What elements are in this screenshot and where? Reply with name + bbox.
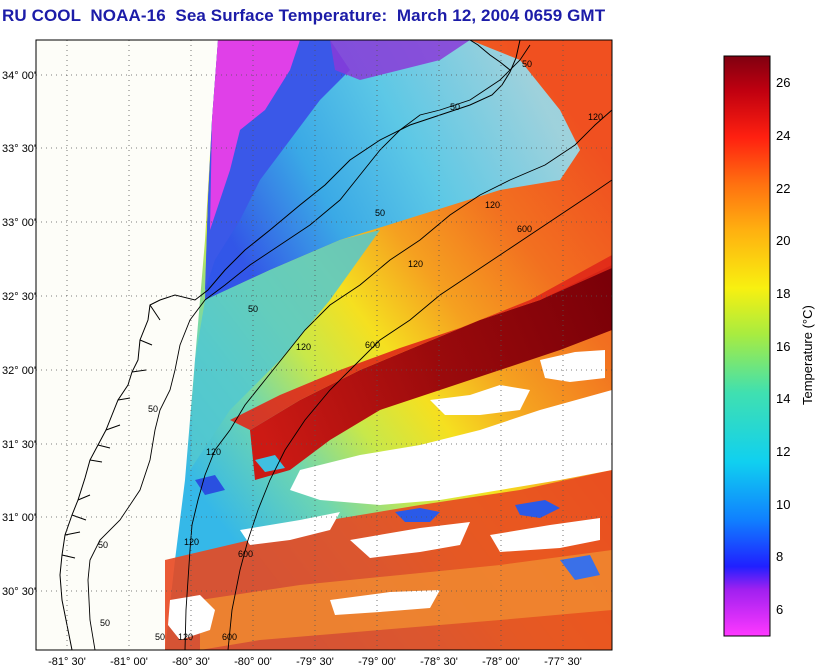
lon-label: -80° 00'	[234, 656, 272, 668]
contour-label: 50	[98, 540, 108, 550]
coastline-inlets	[61, 304, 161, 559]
contour-label: 50	[100, 618, 110, 628]
lat-label: 32° 30'	[2, 291, 36, 303]
cold-pixels-3	[195, 475, 225, 495]
cold-pixels-1	[395, 508, 440, 522]
lat-label: 33° 30'	[2, 143, 36, 155]
contour-label: 50	[148, 404, 158, 414]
coldest-inshore	[210, 40, 300, 230]
contour-label: 600	[365, 340, 380, 350]
contour-label: 50	[522, 59, 532, 69]
gulf-stream	[250, 265, 612, 480]
contour-120m	[184, 109, 612, 650]
contour-label: 120	[184, 537, 199, 547]
map-title: RU COOL NOAA-16 Sea Surface Temperature:…	[2, 6, 606, 25]
lon-label: -77° 30'	[544, 656, 582, 668]
contour-label: 50	[450, 102, 460, 112]
contour-label: 50	[375, 208, 385, 218]
cold-pixels-2	[515, 500, 560, 518]
lat-label: 34° 00'	[2, 70, 36, 82]
lat-label: 30° 30'	[2, 586, 36, 598]
cloud-mask-1	[290, 390, 612, 505]
lon-label: -81° 30'	[48, 656, 86, 668]
lat-label: 31° 30'	[2, 439, 36, 451]
graticule	[36, 40, 612, 650]
longitude-labels: -81° 30' -81° 00' -80° 30' -80° 00' -79°…	[48, 656, 582, 668]
cloud-mask-7	[330, 590, 440, 615]
contour-label: 120	[485, 200, 500, 210]
lat-label: 33° 00'	[2, 217, 36, 229]
contour-600m	[227, 179, 612, 650]
contour-label: 120	[588, 112, 603, 122]
lon-label: -78° 00'	[482, 656, 520, 668]
contour-label: 600	[517, 224, 532, 234]
nearshore-band	[190, 230, 380, 470]
contour-label: 120	[296, 342, 311, 352]
cold-pixels-5	[560, 555, 600, 580]
gulf-stream-edge	[230, 255, 612, 430]
coastline	[59, 40, 521, 650]
map-frame	[35, 39, 613, 651]
lat-label: 32° 00'	[2, 365, 36, 377]
cold-patch-ne	[330, 40, 470, 80]
cloud-mask-6	[490, 518, 600, 552]
cloud-mask-2	[430, 385, 530, 415]
contour-label: 600	[222, 632, 237, 642]
lon-label: -78° 30'	[420, 656, 458, 668]
cloud-mask-5	[350, 522, 470, 558]
contour-label: 120	[206, 447, 221, 457]
cloud-mask-3	[540, 350, 605, 382]
lon-label: -80° 30'	[172, 656, 210, 668]
contour-label: 50	[155, 632, 165, 642]
contour-labels: 50 50 50 50 50 50 50 120 120 120 120 120…	[98, 59, 603, 642]
lon-label: -81° 00'	[110, 656, 148, 668]
contour-50m	[87, 44, 531, 650]
cloud-mask-8	[168, 595, 215, 640]
contour-label: 50	[248, 304, 258, 314]
lon-label: -79° 30'	[296, 656, 334, 668]
contour-label: 600	[238, 549, 253, 559]
latitude-labels: 34° 00' 33° 30' 33° 00' 32° 30' 32° 00' …	[2, 70, 36, 598]
contour-label: 120	[408, 259, 423, 269]
lon-label: -79° 00'	[358, 656, 396, 668]
cold-pixels-4	[255, 455, 285, 472]
lat-label: 31° 00'	[2, 512, 36, 524]
contour-label: 120	[178, 632, 193, 642]
